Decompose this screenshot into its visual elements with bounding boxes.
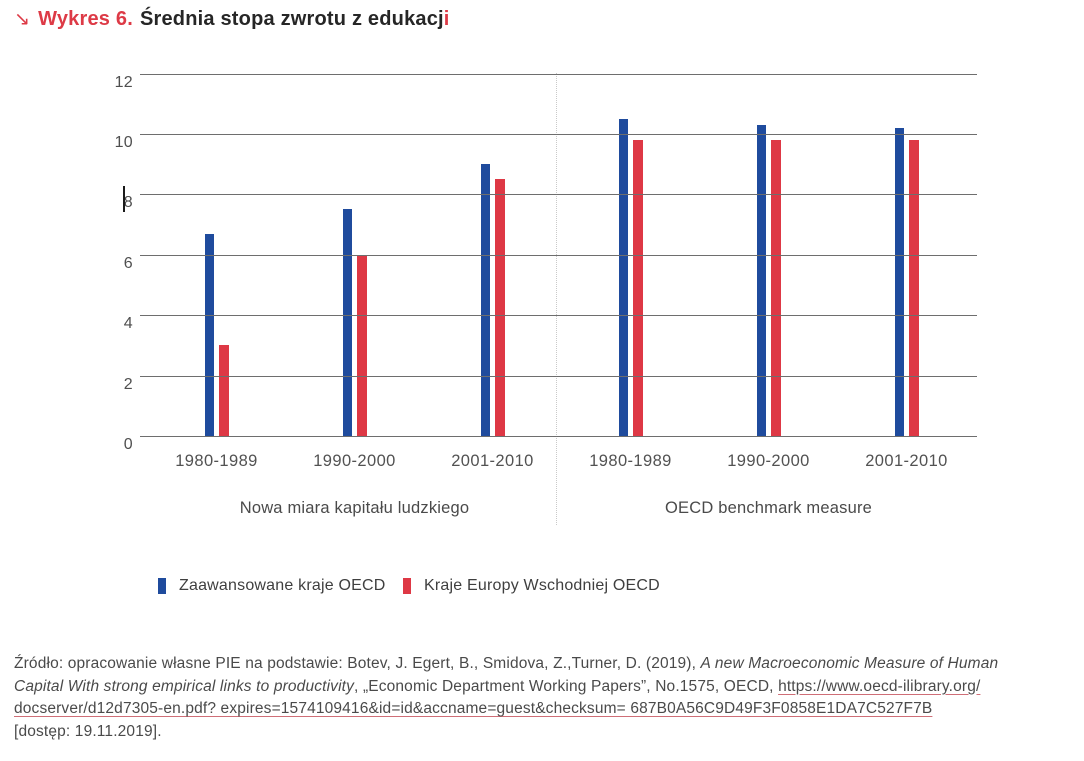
gridline-y-12 (140, 73, 977, 75)
bar-eastern-european-oecd-countries-1990-2000-1 (357, 254, 367, 436)
x-tick-label-1: 1990-2000 (313, 452, 396, 470)
gridline-y-4 (140, 315, 977, 317)
gridline-y-10 (140, 133, 977, 135)
x-tick-label-5: 2001-2010 (865, 452, 948, 470)
group-label-0: Nowa miara kapitału ludzkiego (239, 499, 470, 517)
bar-eastern-european-oecd-countries-2001-2010-5 (909, 139, 919, 436)
group-label-1: OECD benchmark measure (664, 499, 873, 517)
bar-advanced-oecd-countries-2001-2010-5 (894, 127, 904, 436)
page-title-red-suffix: i (443, 8, 450, 30)
chart-legend: Zaawansowane kraje OECD Kraje Europy Wsc… (0, 577, 1084, 597)
source-text: Capital With strong empirical links to p… (14, 677, 355, 695)
legend-swatch-red (403, 578, 411, 594)
bar-advanced-oecd-countries-1980-1989-3 (618, 118, 628, 436)
x-tick-label-3: 1980-1989 (589, 452, 672, 470)
x-tick-label-2: 2001-2010 (451, 452, 534, 470)
gridline-y-2 (140, 375, 977, 377)
x-tick-label-4: 1990-2000 (727, 452, 810, 470)
legend-label: Kraje Europy Wschodniej OECD (424, 577, 660, 594)
bar-eastern-european-oecd-countries-1980-1989-0 (219, 345, 229, 436)
bar-advanced-oecd-countries-1990-2000-1 (342, 209, 352, 436)
figure-number-label: Wykres 6. (38, 8, 133, 30)
y-tick-label-2: 2 (123, 375, 133, 393)
source-line-3: docserver/d12d7305-en.pdf? expires=15741… (14, 698, 1076, 721)
southeast-arrow-icon: ↘ (14, 9, 31, 30)
source-link[interactable]: https://www.oecd-ilibrary.org/ (778, 677, 981, 695)
section-separator-line (556, 73, 557, 525)
y-tick-label-10: 10 (114, 133, 133, 151)
source-text: , „Economic Department Working Papers”, … (354, 677, 779, 695)
legend-swatch-blue (158, 578, 166, 594)
y-tick-label-6: 6 (123, 254, 133, 272)
bar-eastern-european-oecd-countries-2001-2010-2 (495, 179, 505, 436)
legend-item-eastern-europe-oecd: Kraje Europy Wschodniej OECD (403, 577, 660, 595)
y-tick-label-4: 4 (123, 315, 133, 333)
source-line-4: [dostęp: 19.11.2019]. (14, 721, 1076, 744)
source-text: Źródło: opracowanie własne PIE na podsta… (14, 655, 701, 672)
bar-advanced-oecd-countries-1980-1989-0 (204, 233, 214, 436)
source-note: Źródło: opracowanie własne PIE na podsta… (14, 653, 1076, 743)
text-cursor-artifact (123, 186, 125, 212)
bar-eastern-european-oecd-countries-1980-1989-3 (633, 139, 643, 436)
y-tick-label-0: 0 (123, 436, 133, 453)
gridline-y-0 (140, 436, 977, 437)
bar-advanced-oecd-countries-2001-2010-2 (480, 164, 490, 436)
legend-item-advanced-oecd: Zaawansowane kraje OECD (158, 577, 385, 595)
bar-eastern-european-oecd-countries-1990-2000-4 (771, 139, 781, 436)
gridline-y-6 (140, 254, 977, 256)
source-line-1: Źródło: opracowanie własne PIE na podsta… (14, 653, 1076, 676)
page-title: Średnia stopa zwrotu z edukacj (139, 8, 444, 30)
source-text: [dostęp: 19.11.2019]. (14, 722, 162, 740)
y-tick-label-12: 12 (114, 73, 133, 91)
source-line-2: Capital With strong empirical links to p… (14, 676, 1076, 699)
gridline-y-8 (140, 194, 977, 196)
x-tick-label-0: 1980-1989 (175, 452, 258, 470)
bar-advanced-oecd-countries-1990-2000-4 (756, 124, 766, 436)
legend-label: Zaawansowane kraje OECD (179, 577, 386, 594)
y-tick-label-8: 8 (123, 194, 133, 212)
figure-header: ↘ Wykres 6. Średnia stopa zwrotu z edukacj… (14, 8, 450, 31)
source-link[interactable]: docserver/d12d7305-en.pdf? expires=15741… (14, 700, 933, 718)
source-text: A new Macroeconomic Measure of Human (700, 655, 999, 672)
